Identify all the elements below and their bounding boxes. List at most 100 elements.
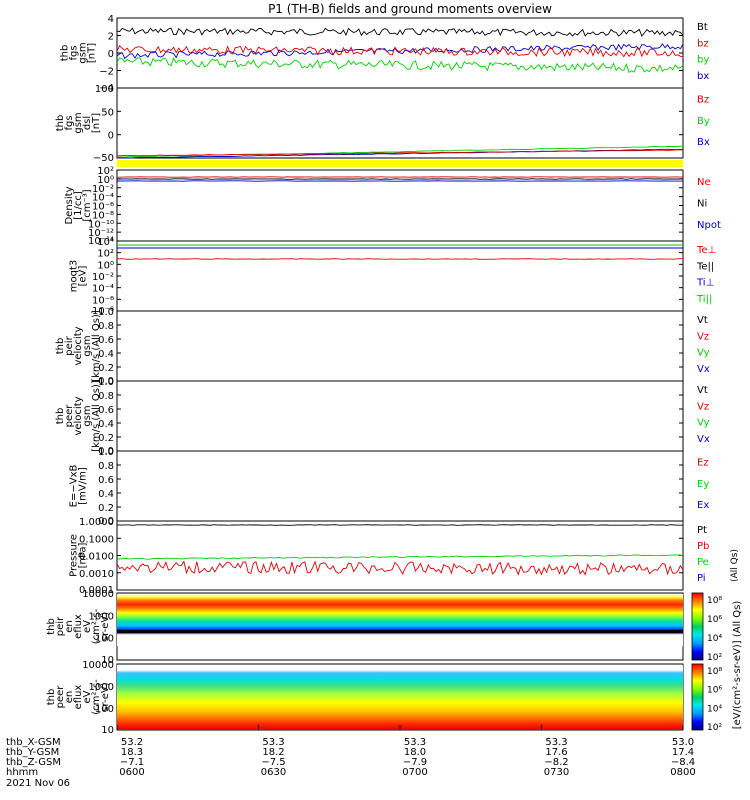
figure-title: P1 (TH-B) fields and ground moments over… — [268, 2, 552, 16]
y-tick-label: 0.8 — [98, 321, 114, 332]
panel-pressure: 1.0000 0.1000 0.0100 0.0010 0.0001 Pressure[n… — [69, 517, 741, 596]
y-tick-label: 10 — [101, 725, 114, 736]
y-tick-label: 10⁻⁸ — [92, 210, 114, 221]
legend-efield-2: Ex — [697, 500, 709, 511]
x-row-value: 0600 — [119, 767, 144, 778]
y-tick-label: 0.0010 — [79, 569, 114, 580]
y-tick-label: 0.2 — [98, 433, 114, 444]
y-tick-label: 1.0000 — [79, 517, 114, 528]
x-row-label-3: hhmm — [6, 767, 38, 778]
legend-efield-0: Ez — [697, 458, 709, 469]
y-tick-label: −2 — [99, 67, 114, 78]
trace-by — [116, 57, 684, 73]
y-tick-label: 2 — [108, 32, 114, 43]
y-axis-label: Pressure[nPa] — [69, 534, 89, 577]
colorbar-tick-label: 10⁸ — [707, 667, 722, 677]
trace-bz — [116, 44, 684, 58]
colorbar-bar-peer — [691, 663, 704, 731]
legend-temperature-3: Ti|| — [696, 294, 712, 305]
legend-pressure-0: Pt — [697, 525, 707, 536]
y-tick-label: 10⁻¹⁰ — [88, 219, 114, 230]
legend-peer_velocity-1: Vz — [697, 401, 709, 412]
y-tick-label: 10⁻² — [92, 184, 114, 195]
x-row-value: 0630 — [261, 767, 286, 778]
trace-pb — [116, 560, 684, 576]
y-tick-label: 0.0 — [98, 516, 114, 527]
y-axis-label: moqt3[eV] — [69, 260, 89, 293]
legend-fgs-1: bz — [697, 38, 709, 49]
spectrogram-peir — [117, 594, 683, 647]
y-tick-label: 0.2 — [98, 363, 114, 374]
spectrogram-dropout — [117, 629, 683, 633]
legend-peer_velocity-3: Vx — [697, 434, 710, 445]
x-row-value: 17.4 — [672, 747, 694, 758]
trace-te-perp — [116, 258, 683, 260]
panel-fgs_dsl: 100 50 0 −50 thbfgsgsmdsl[nT] Bz By Bx — [55, 84, 710, 164]
trace-ni — [116, 178, 684, 180]
trace-pt — [116, 524, 684, 526]
legend-fgs-2: by — [697, 55, 709, 66]
y-axis-label: thbpeirenefluxeV(cm²-s-sr-eV) — [46, 608, 111, 644]
y-tick-label: 1.0 — [98, 447, 114, 458]
y-tick-label: 1.0 — [98, 377, 114, 388]
x-row-value: −8.4 — [671, 757, 695, 768]
y-axis-label: thbpeerenefluxeV(cm²-s-sr-eV) — [46, 679, 111, 715]
y-tick-label: 0.4 — [98, 419, 114, 430]
x-row-value: 53.0 — [672, 737, 694, 748]
x-row-value: −7.1 — [120, 757, 144, 768]
y-tick-label: 0.6 — [98, 405, 114, 416]
y-tick-label: 1000 — [89, 611, 114, 622]
y-tick-label: 100 — [95, 634, 114, 645]
legend-peir_velocity-2: Vy — [697, 348, 710, 359]
legend-temperature-0: Te⊥ — [696, 245, 716, 256]
y-tick-label: 0.8 — [98, 461, 114, 472]
y-tick-label: −4 — [99, 83, 114, 94]
y-tick-label: 0.8 — [98, 391, 114, 402]
y-axis-label: thbfgsgsm[nT] — [60, 42, 98, 63]
y-tick-label: 0.1000 — [79, 534, 114, 545]
panel-peir_velocity: 1.0 0.8 0.6 0.4 0.2 0.0thbpeirvelocitygsm[km/… — [55, 307, 710, 387]
x-row-label-2: thb_Z-GSM — [6, 757, 61, 768]
legend-pressure-1: Pb — [697, 541, 709, 552]
y-tick-label: 10⁰ — [97, 260, 114, 271]
y-tick-label: 10⁻⁸ — [92, 306, 114, 317]
y-tick-label: 10⁻⁴ — [92, 193, 114, 204]
y-tick-label: 100 — [95, 704, 114, 715]
panels-group: 4 2 0 −2 −4 thbfgsgsm[nT] Bt bz by bx 100 50 0 −50 thb… — [46, 14, 740, 736]
y-tick-label: 10² — [97, 166, 114, 177]
x-row-value: 0730 — [544, 767, 569, 778]
legend-peir_velocity-0: Vt — [697, 315, 708, 326]
y-tick-label: 100 — [95, 84, 114, 95]
legend-fgs-0: Bt — [697, 22, 708, 33]
y-tick-label: 10000 — [82, 660, 114, 671]
colorbar-tick-label: 10² — [707, 723, 722, 733]
x-row-value: 17.6 — [545, 747, 567, 758]
colorbar-ticks: 10⁸ 10⁶ 10⁴ 10² 10⁸ 10⁶ 10⁴ 10² — [707, 596, 722, 733]
y-tick-label: 10² — [97, 249, 114, 260]
x-row-label-1: thb_Y-GSM — [6, 747, 59, 758]
legend-density-0: Ne — [697, 177, 711, 188]
y-tick-label: 1.0 — [98, 307, 114, 318]
panel-frame — [116, 380, 684, 452]
trace-pe — [116, 554, 684, 560]
y-tick-label: 0.4 — [98, 489, 114, 500]
y-axis-label: E=−VxB[mV/m] — [69, 465, 89, 508]
colorbar-label: [eV/(cm²-s-sr-eV)] (All Qs) — [732, 601, 743, 730]
panel-peer_spectrogram: 10000 1000 100 10 thbpeerenefluxeV(cm²-s-sr-… — [46, 660, 684, 736]
legend-fgs-3: bx — [697, 71, 709, 82]
x-row-label-0: thb_X-GSM — [6, 737, 61, 748]
trace-bz — [116, 149, 683, 157]
colorbar: 10⁸ 10⁶ 10⁴ 10² 10⁸ 10⁶ 10⁴ 10² [eV/(cm²-s-sr-e… — [691, 592, 743, 733]
x-row-value: 18.3 — [121, 747, 143, 758]
x-row-value: −8.2 — [544, 757, 568, 768]
y-tick-label: 0 — [108, 131, 114, 142]
legend-fgs_dsl-2: Bx — [697, 137, 710, 148]
legend-efield-1: Ey — [697, 479, 709, 490]
colorbar-tick-label: 10⁶ — [707, 615, 722, 625]
y-tick-label: 4 — [108, 14, 114, 25]
bar-fill — [117, 160, 683, 167]
x-row-value: 53.3 — [262, 737, 284, 748]
x-row-value: 53.2 — [121, 737, 143, 748]
